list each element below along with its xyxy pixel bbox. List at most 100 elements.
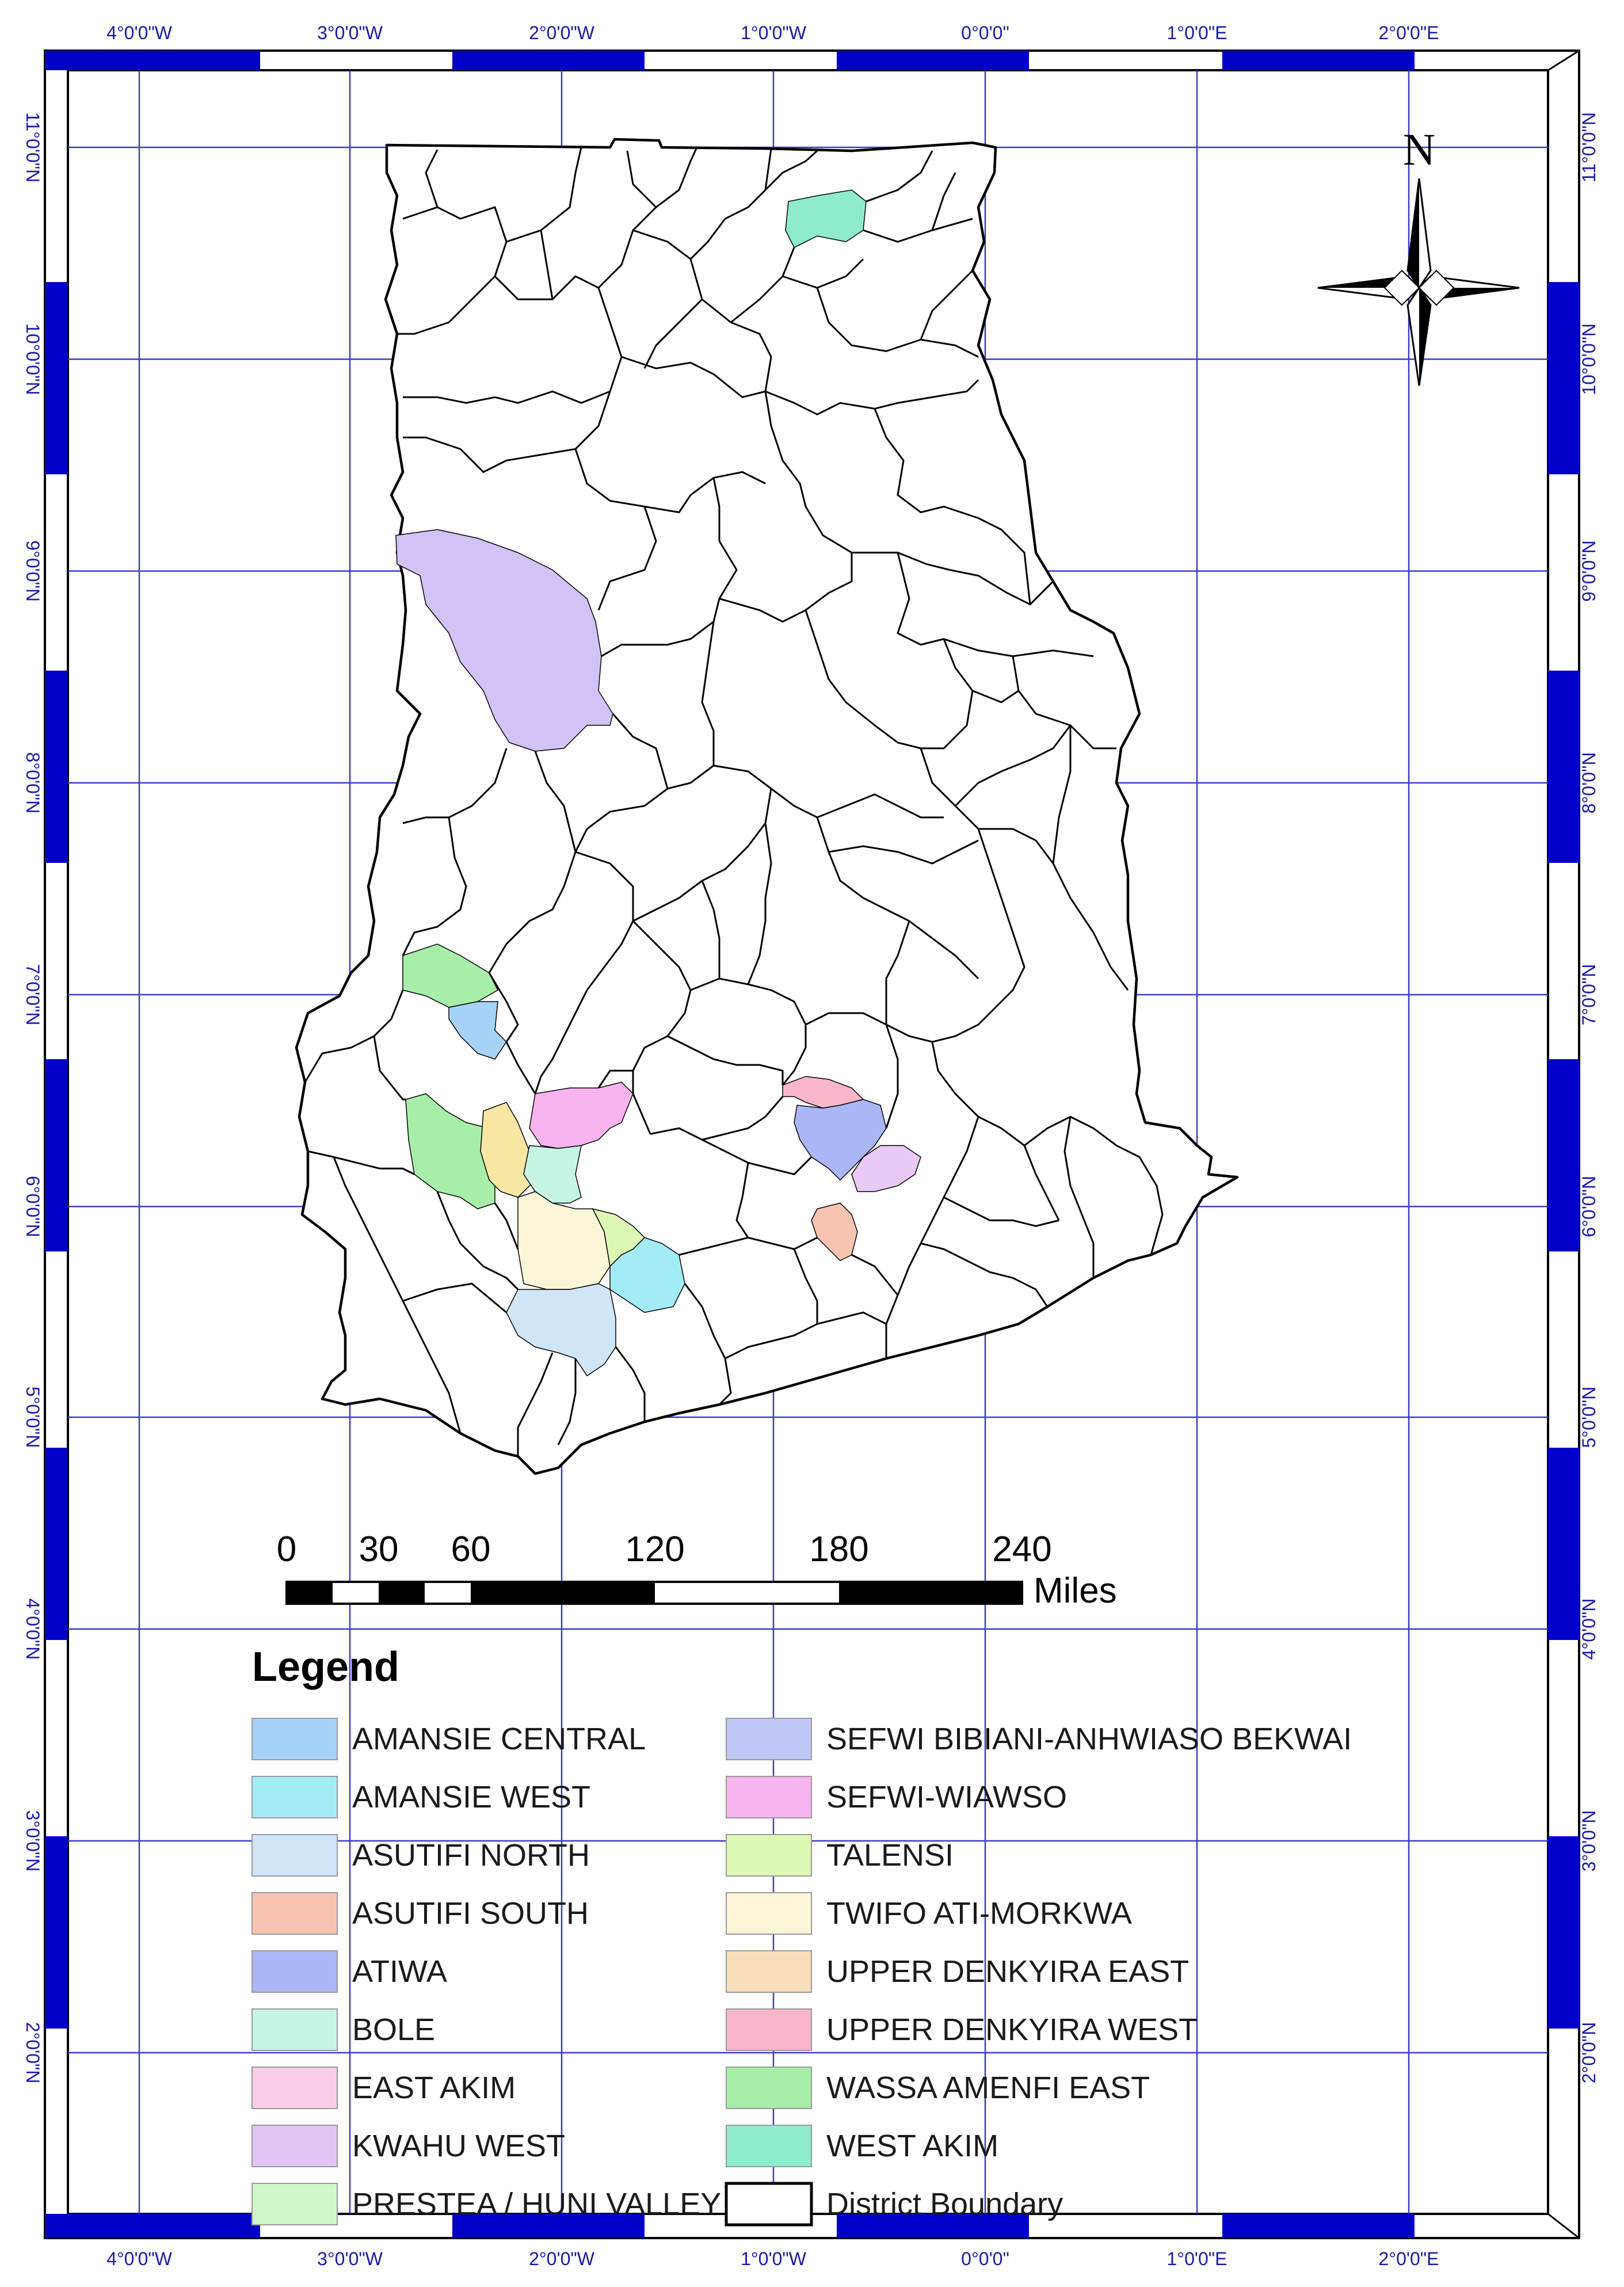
left-label: 5°0'0"N: [22, 1387, 43, 1448]
legend-right-column: SEFWI BIBIANI-ANHWIASO BEKWAI SEFWI-WIAWS…: [725, 1718, 1352, 2227]
right-label: 8°0'0"N: [1579, 752, 1599, 814]
legend-label: TALENSI: [826, 1838, 954, 1873]
scale-unit: Miles: [1034, 1571, 1117, 1611]
top-label: 2°0'0"E: [1379, 22, 1439, 43]
ghana-districts: [296, 139, 1239, 1475]
legend-swatch: [251, 2125, 338, 2167]
top-label: 1°0'0"E: [1167, 22, 1227, 43]
north-letter: N: [1403, 124, 1435, 174]
bottom-label: 1°0'0"W: [741, 2248, 807, 2269]
legend-label: WASSA AMENFI EAST: [826, 2071, 1150, 2105]
bottom-label: 3°0'0"W: [317, 2248, 383, 2269]
legend-swatch: [726, 1776, 812, 1818]
left-label: 8°0'0"N: [22, 752, 43, 814]
top-label: 0°0'0": [961, 22, 1009, 43]
scale-number: 60: [451, 1529, 491, 1569]
legend-left-column: AMANSIE CENTRAL AMANSIE WEST ASUTIFI NORTH…: [251, 1718, 721, 2225]
north-arrow-icon: N: [1317, 124, 1520, 386]
legend: Legend AMANSIE CENTRAL AMANSIE WEST ASUTIF…: [251, 1644, 1352, 2227]
right-tick-labels: 11°0'0"N 10°0'0"N 9°0'0"N 8°0'0"N 7°0'0"…: [1579, 112, 1599, 2083]
legend-swatch: [726, 2125, 812, 2167]
legend-swatch: [726, 2067, 812, 2109]
legend-swatch: [251, 1776, 338, 1818]
right-label: 2°0'0"N: [1579, 2022, 1599, 2084]
district-kwahu-east-akim: [851, 1145, 921, 1192]
legend-swatch: [251, 2067, 338, 2109]
legend-label: District Boundary: [826, 2187, 1063, 2221]
top-tick-labels: 4°0'0"W 3°0'0"W 2°0'0"W 1°0'0"W 0°0'0" 1…: [106, 22, 1439, 43]
legend-label: WEST AKIM: [826, 2129, 998, 2163]
district-wassa-amenfi-east-a: [402, 943, 498, 1008]
legend-label: ASUTIFI SOUTH: [352, 1896, 589, 1931]
district-bole: [523, 1145, 582, 1204]
right-label: 9°0'0"N: [1579, 541, 1599, 602]
left-label: 4°0'0"N: [22, 1599, 43, 1660]
left-label: 6°0'0"N: [22, 1176, 43, 1238]
right-label: 11°0'0"N: [1579, 112, 1599, 182]
left-label: 11°0'0"N: [22, 112, 43, 182]
top-label: 3°0'0"W: [317, 22, 383, 43]
legend-label: ASUTIFI NORTH: [352, 1838, 590, 1873]
legend-title: Legend: [252, 1644, 399, 1690]
legend-label: AMANSIE WEST: [352, 1780, 590, 1814]
right-label: 6°0'0"N: [1579, 1176, 1599, 1238]
left-label: 9°0'0"N: [22, 541, 43, 602]
right-label: 3°0'0"N: [1579, 1810, 1599, 1872]
legend-label: TWIFO ATI-MORKWA: [826, 1896, 1132, 1931]
scale-number: 30: [359, 1529, 399, 1569]
legend-label: ATIWA: [352, 1954, 447, 1989]
legend-swatch: [726, 2008, 812, 2051]
legend-swatch: [251, 1950, 338, 1993]
left-label: 2°0'0"N: [22, 2022, 43, 2084]
legend-label: UPPER DENKYIRA WEST: [826, 2012, 1198, 2047]
legend-label: AMANSIE CENTRAL: [352, 1722, 646, 1756]
bottom-label: 4°0'0"W: [106, 2248, 173, 2269]
scale-number: 120: [625, 1529, 684, 1569]
legend-label: UPPER DENKYIRA EAST: [826, 1954, 1189, 1989]
top-label: 1°0'0"W: [741, 22, 807, 43]
district-west-akim: [785, 189, 867, 249]
legend-swatch: [726, 1892, 812, 1935]
top-label: 4°0'0"W: [106, 22, 173, 43]
frame-segments: [45, 51, 1579, 2238]
bottom-label: 0°0'0": [961, 2248, 1009, 2269]
district-amansie-central: [448, 1001, 507, 1060]
legend-swatch: [251, 1718, 338, 1760]
scale-bar: 0 30 60 120 180 240 Miles: [277, 1529, 1117, 1611]
left-tick-labels: 11°0'0"N 10°0'0"N 9°0'0"N 8°0'0"N 7°0'0"…: [22, 112, 43, 2083]
right-label: 10°0'0"N: [1579, 324, 1599, 395]
district-asutifi-north: [506, 1283, 616, 1377]
district-amansie-west: [609, 1237, 685, 1313]
district-asutifi-south-b: [811, 1203, 858, 1261]
legend-swatch: [251, 1834, 338, 1877]
legend-label: PRESTEA / HUNI VALLEY: [352, 2187, 721, 2221]
district-boundaries: [304, 147, 1164, 1456]
district-kwahu-west: [395, 529, 613, 752]
bottom-label: 2°0'0"W: [529, 2248, 595, 2269]
legend-label: KWAHU WEST: [352, 2129, 565, 2163]
left-label: 3°0'0"N: [22, 1810, 43, 1872]
right-label: 7°0'0"N: [1579, 964, 1599, 1026]
legend-swatch: [251, 2183, 338, 2225]
right-label: 4°0'0"N: [1579, 1599, 1599, 1660]
top-label: 2°0'0"W: [529, 22, 595, 43]
left-label: 10°0'0"N: [22, 324, 43, 395]
scale-number: 180: [809, 1529, 868, 1569]
legend-swatch: [726, 1950, 812, 1993]
legend-label: SEFWI-WIAWSO: [826, 1780, 1067, 1814]
legend-swatch: [726, 1834, 812, 1877]
scale-number: 240: [992, 1529, 1051, 1569]
bottom-label: 1°0'0"E: [1167, 2248, 1227, 2269]
legend-swatch: [726, 1718, 812, 1760]
right-label: 5°0'0"N: [1579, 1387, 1599, 1448]
legend-label: EAST AKIM: [352, 2071, 516, 2105]
legend-swatch: [251, 1892, 338, 1935]
scale-number: 0: [277, 1529, 296, 1569]
left-label: 7°0'0"N: [22, 964, 43, 1026]
legend-swatch: [251, 2008, 338, 2051]
legend-label: SEFWI BIBIANI-ANHWIASO BEKWAI: [826, 1722, 1352, 1756]
legend-label: BOLE: [352, 2012, 435, 2047]
bottom-label: 2°0'0"E: [1379, 2248, 1439, 2269]
legend-swatch: [725, 2182, 813, 2227]
